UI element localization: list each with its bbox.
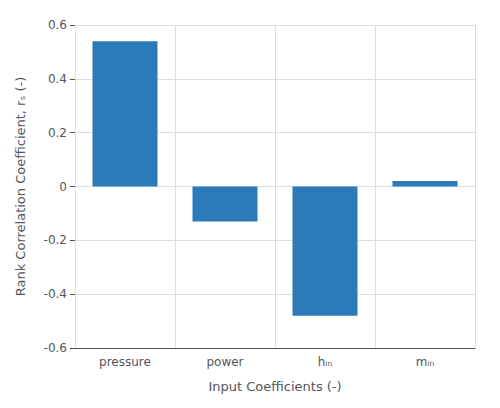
svg-text:power: power [206, 355, 243, 369]
svg-text:0.6: 0.6 [48, 18, 67, 32]
svg-text:0.4: 0.4 [48, 72, 67, 86]
svg-text:-0.2: -0.2 [44, 233, 67, 247]
svg-text:0: 0 [59, 180, 67, 194]
svg-text:0.2: 0.2 [48, 126, 67, 140]
svg-text:-0.4: -0.4 [44, 287, 67, 301]
svg-text:mᵢₙ: mᵢₙ [416, 355, 435, 369]
svg-text:pressure: pressure [99, 355, 151, 369]
svg-text:Rank Correlation Coefficient,: Rank Correlation Coefficient, rₛ (-) [13, 77, 28, 297]
svg-text:-0.6: -0.6 [44, 341, 67, 355]
svg-text:hᵢₙ: hᵢₙ [318, 355, 333, 369]
svg-text:Input Coefficients (-): Input Coefficients (-) [208, 379, 341, 394]
